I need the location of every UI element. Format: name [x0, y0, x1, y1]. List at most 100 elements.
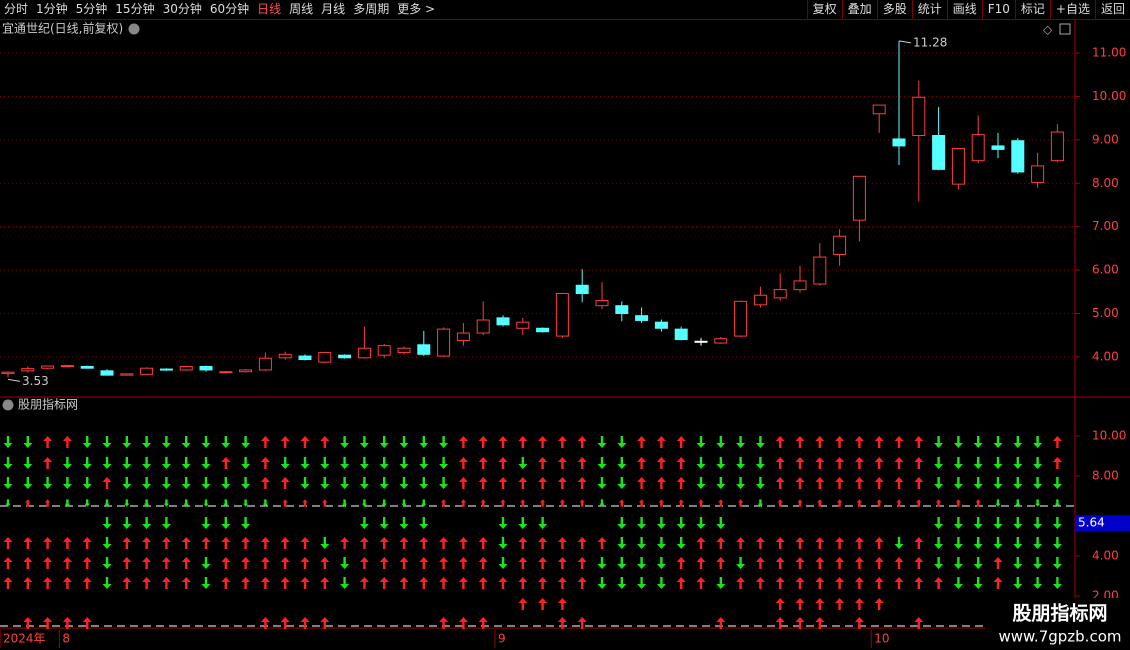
signal-arrow [894, 537, 904, 549]
high-annotation: 11.28 [913, 35, 947, 49]
tab[interactable]: 5分钟 [75, 2, 108, 16]
tab[interactable]: 画线 [946, 0, 982, 19]
signal-arrow [777, 499, 783, 507]
signal-arrow [241, 477, 251, 489]
signal-arrow [520, 499, 526, 507]
tab[interactable]: 多股 [876, 0, 912, 19]
signal-arrow [835, 557, 845, 569]
signal-arrow [795, 598, 805, 610]
tab[interactable]: 60分钟 [209, 2, 250, 16]
signal-arrow [460, 499, 467, 507]
signal-arrow [300, 537, 310, 549]
signal-arrow [775, 557, 785, 569]
signal-arrow [320, 457, 330, 469]
signal-arrow [23, 577, 33, 589]
signal-arrow [518, 577, 528, 589]
signal-arrow [241, 436, 251, 448]
signal-arrow [302, 499, 308, 507]
signal-arrow [440, 499, 447, 507]
signal-arrow [775, 436, 785, 448]
tab[interactable]: 多周期 [353, 2, 390, 16]
signal-arrow [718, 499, 724, 507]
tab[interactable]: 30分钟 [162, 2, 202, 16]
signal-arrow [82, 537, 92, 549]
signal-arrow [854, 577, 864, 589]
candle-body [41, 365, 55, 369]
signal-arrow [260, 617, 270, 629]
signal-arrow [736, 557, 746, 569]
signal-arrow [23, 557, 33, 569]
signal-arrow [597, 457, 607, 469]
signal-arrow [597, 477, 607, 489]
watermark-box [985, 598, 1130, 650]
signal-arrow [399, 537, 409, 549]
tab[interactable]: 标记 [1014, 0, 1050, 19]
tab[interactable]: F10 [981, 0, 1015, 19]
icon[interactable] [1059, 23, 1071, 35]
signal-arrow [498, 436, 508, 448]
signal-arrow [656, 517, 666, 529]
signal-arrow [1013, 517, 1023, 529]
signal-arrow [557, 617, 567, 629]
tab[interactable]: 返回 [1094, 0, 1130, 19]
signal-arrow [656, 457, 666, 469]
tab[interactable]: 15分钟 [115, 2, 155, 16]
signal-arrow [82, 617, 92, 629]
signal-arrow [1033, 577, 1043, 589]
signal-arrow [775, 577, 785, 589]
signal-arrow [696, 457, 706, 469]
signal-arrow [973, 436, 983, 448]
tab[interactable]: 周线 [289, 2, 314, 16]
signal-arrow [399, 557, 409, 569]
signal-arrow [122, 557, 132, 569]
tab[interactable]: 叠加 [841, 0, 877, 19]
signal-arrow [597, 537, 607, 549]
tab[interactable]: 统计 [911, 0, 947, 19]
signal-arrow [716, 577, 726, 589]
signal-arrow [934, 477, 944, 489]
signal-arrow [439, 617, 449, 629]
x-tick-label: 9 [498, 632, 506, 646]
icon[interactable]: ◇ [1043, 23, 1053, 37]
signal-arrow [181, 577, 191, 589]
signal-arrow [975, 499, 981, 507]
signal-arrow [755, 537, 765, 549]
candle-body [694, 340, 708, 343]
signal-arrow [161, 457, 171, 469]
signal-arrow [62, 577, 72, 589]
signal-arrow [280, 457, 290, 469]
signal-arrow [399, 477, 409, 489]
signal-arrow [914, 457, 924, 469]
signal-arrow [676, 577, 686, 589]
signal-arrow [320, 537, 330, 549]
tab[interactable]: 日线 [257, 2, 282, 16]
signal-arrow [102, 477, 112, 489]
menu-icon[interactable] [128, 23, 140, 35]
menu-icon[interactable] [2, 399, 14, 411]
signal-arrow [161, 517, 171, 529]
signal-arrow [23, 537, 33, 549]
tab[interactable]: 复权 [806, 0, 842, 19]
signal-arrow [419, 557, 429, 569]
tab[interactable]: 分时 [4, 2, 29, 16]
tab[interactable]: 更多 > [397, 2, 436, 16]
signal-arrow [379, 577, 389, 589]
signal-arrow [260, 436, 270, 448]
candle-body [476, 319, 490, 334]
signal-arrow [835, 577, 845, 589]
signal-arrow [934, 577, 944, 589]
signal-arrow [577, 477, 587, 489]
signal-arrow [419, 436, 429, 448]
tab[interactable]: 1分钟 [36, 2, 68, 16]
signal-arrow [617, 436, 627, 448]
candle-body [1011, 140, 1025, 173]
signal-arrow [617, 477, 627, 489]
signal-arrow [122, 517, 132, 529]
signal-arrow [280, 477, 290, 489]
signal-arrow [122, 477, 132, 489]
signal-arrow [617, 557, 627, 569]
tab[interactable]: 月线 [321, 2, 346, 16]
signal-arrow [993, 457, 1003, 469]
tab[interactable]: +自选 [1049, 0, 1095, 19]
